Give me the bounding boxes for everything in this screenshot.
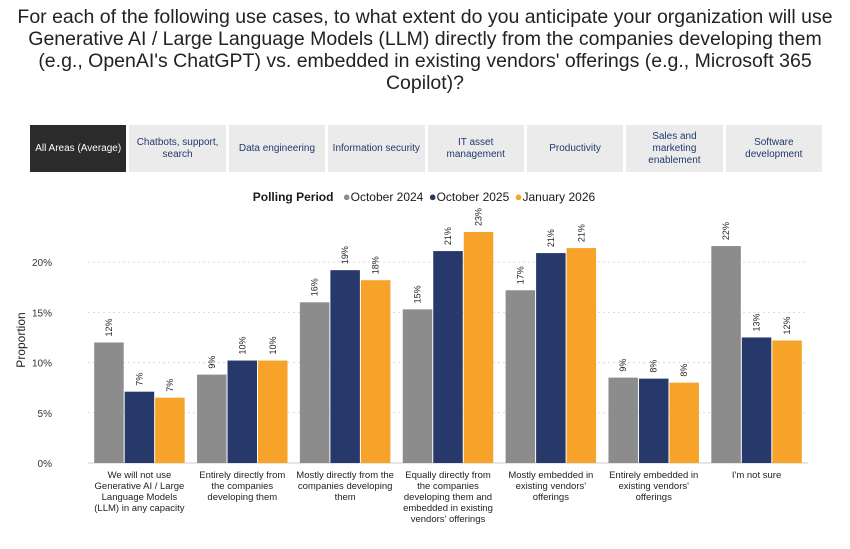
- bar-value-label: 21%: [576, 224, 586, 242]
- bar-value-label: 23%: [474, 208, 484, 226]
- bar-jan-2026-cat-3: [360, 280, 391, 463]
- tab-data-engineering[interactable]: Data engineering: [228, 125, 326, 172]
- bar-oct-2024-cat-5: [505, 290, 536, 463]
- bar-value-label: 13%: [752, 313, 762, 331]
- bar-jan-2026-cat-6: [669, 382, 699, 463]
- tab-chatbots[interactable]: Chatbots, support, search: [129, 125, 226, 172]
- x-category-label: Entirely directly from the companies dev…: [199, 470, 286, 503]
- x-category-label: Mostly directly from the companies devel…: [296, 470, 394, 503]
- bar-jan-2026-cat-1: [155, 397, 185, 463]
- bar-value-label: 12%: [104, 318, 114, 336]
- x-category-label: We will not use Generative AI / Large La…: [94, 470, 185, 514]
- bar-value-label: 21%: [546, 229, 556, 247]
- legend-label-oct-2024: October 2024: [350, 190, 424, 204]
- bar-oct-2025-cat-6: [638, 378, 669, 463]
- bar-oct-2025-cat-2: [227, 360, 258, 463]
- bar-value-label: 18%: [371, 256, 381, 274]
- legend-label-oct-2025: October 2025: [436, 190, 510, 204]
- bar-value-label: 9%: [207, 356, 217, 369]
- chart-question-title: For each of the following use cases, to …: [17, 6, 833, 94]
- bar-oct-2025-cat-7: [741, 337, 772, 463]
- legend-title: Polling Period: [252, 190, 334, 204]
- bar-value-label: 15%: [413, 285, 423, 303]
- bar-value-label: 10%: [268, 337, 278, 355]
- legend-dot-jan-2026: ●: [514, 189, 523, 204]
- legend-item-oct-2024[interactable]: ●October 2024: [342, 189, 424, 204]
- bar-oct-2025-cat-3: [330, 270, 360, 463]
- y-tick-label: 5%: [38, 409, 53, 420]
- bar-oct-2025-cat-4: [433, 251, 463, 463]
- bar-value-label: 17%: [515, 266, 525, 284]
- bar-oct-2024-cat-2: [197, 374, 227, 463]
- x-category-label: Mostly embedded in existing vendors' off…: [508, 470, 594, 503]
- bar-value-label: 21%: [443, 227, 453, 245]
- bar-jan-2026-cat-2: [258, 360, 288, 463]
- bar-value-label: 9%: [618, 359, 628, 372]
- legend-dot-oct-2025: ●: [428, 189, 437, 204]
- x-category-label: Entirely embedded in existing vendors' o…: [609, 470, 699, 503]
- legend-label-jan-2026: January 2026: [522, 190, 596, 204]
- bar-value-label: 8%: [679, 364, 689, 377]
- tab-software-development[interactable]: Software development: [725, 125, 822, 172]
- tab-it-asset-management[interactable]: IT asset management: [427, 125, 524, 172]
- tab-sales-marketing[interactable]: Sales and marketing enablement: [626, 125, 723, 172]
- legend-dot-oct-2024: ●: [342, 189, 351, 204]
- bar-value-label: 10%: [237, 337, 247, 355]
- x-category-label: I'm not sure: [731, 470, 782, 481]
- y-tick-label: 20%: [32, 258, 52, 269]
- bar-value-label: 16%: [310, 278, 320, 296]
- tab-information-security[interactable]: Information security: [328, 125, 425, 172]
- legend-item-jan-2026[interactable]: ●January 2026: [514, 189, 596, 204]
- legend-item-oct-2025[interactable]: ●October 2025: [428, 189, 510, 204]
- bar-value-label: 12%: [782, 316, 792, 334]
- bar-oct-2025-cat-5: [536, 253, 566, 463]
- bar-oct-2024-cat-4: [402, 309, 433, 463]
- bar-value-label: 22%: [721, 222, 731, 240]
- bar-value-label: 7%: [134, 373, 144, 386]
- y-tick-label: 10%: [32, 359, 52, 370]
- bar-jan-2026-cat-5: [566, 248, 597, 463]
- chart-legend: Polling Period ●October 2024 ●October 20…: [0, 189, 850, 204]
- bar-oct-2025-cat-1: [124, 391, 155, 463]
- bar-oct-2024-cat-1: [94, 342, 124, 463]
- y-tick-label: 0%: [38, 459, 53, 470]
- bar-value-label: 19%: [340, 246, 350, 264]
- y-tick-label: 15%: [32, 308, 52, 319]
- y-axis-title: Proportion: [14, 312, 28, 367]
- tab-productivity[interactable]: Productivity: [526, 125, 624, 172]
- bar-oct-2024-cat-7: [711, 246, 741, 463]
- bar-jan-2026-cat-7: [772, 340, 802, 463]
- bar-oct-2024-cat-6: [608, 377, 638, 463]
- use-case-tabs: All Areas (Average) Chatbots, support, s…: [30, 125, 822, 172]
- bar-value-label: 8%: [649, 360, 659, 373]
- x-category-label: Equally directly from the companies deve…: [403, 470, 493, 525]
- bar-oct-2024-cat-3: [299, 302, 330, 463]
- tab-all-areas[interactable]: All Areas (Average): [30, 125, 127, 172]
- bar-jan-2026-cat-4: [463, 232, 494, 463]
- bar-value-label: 7%: [165, 379, 175, 392]
